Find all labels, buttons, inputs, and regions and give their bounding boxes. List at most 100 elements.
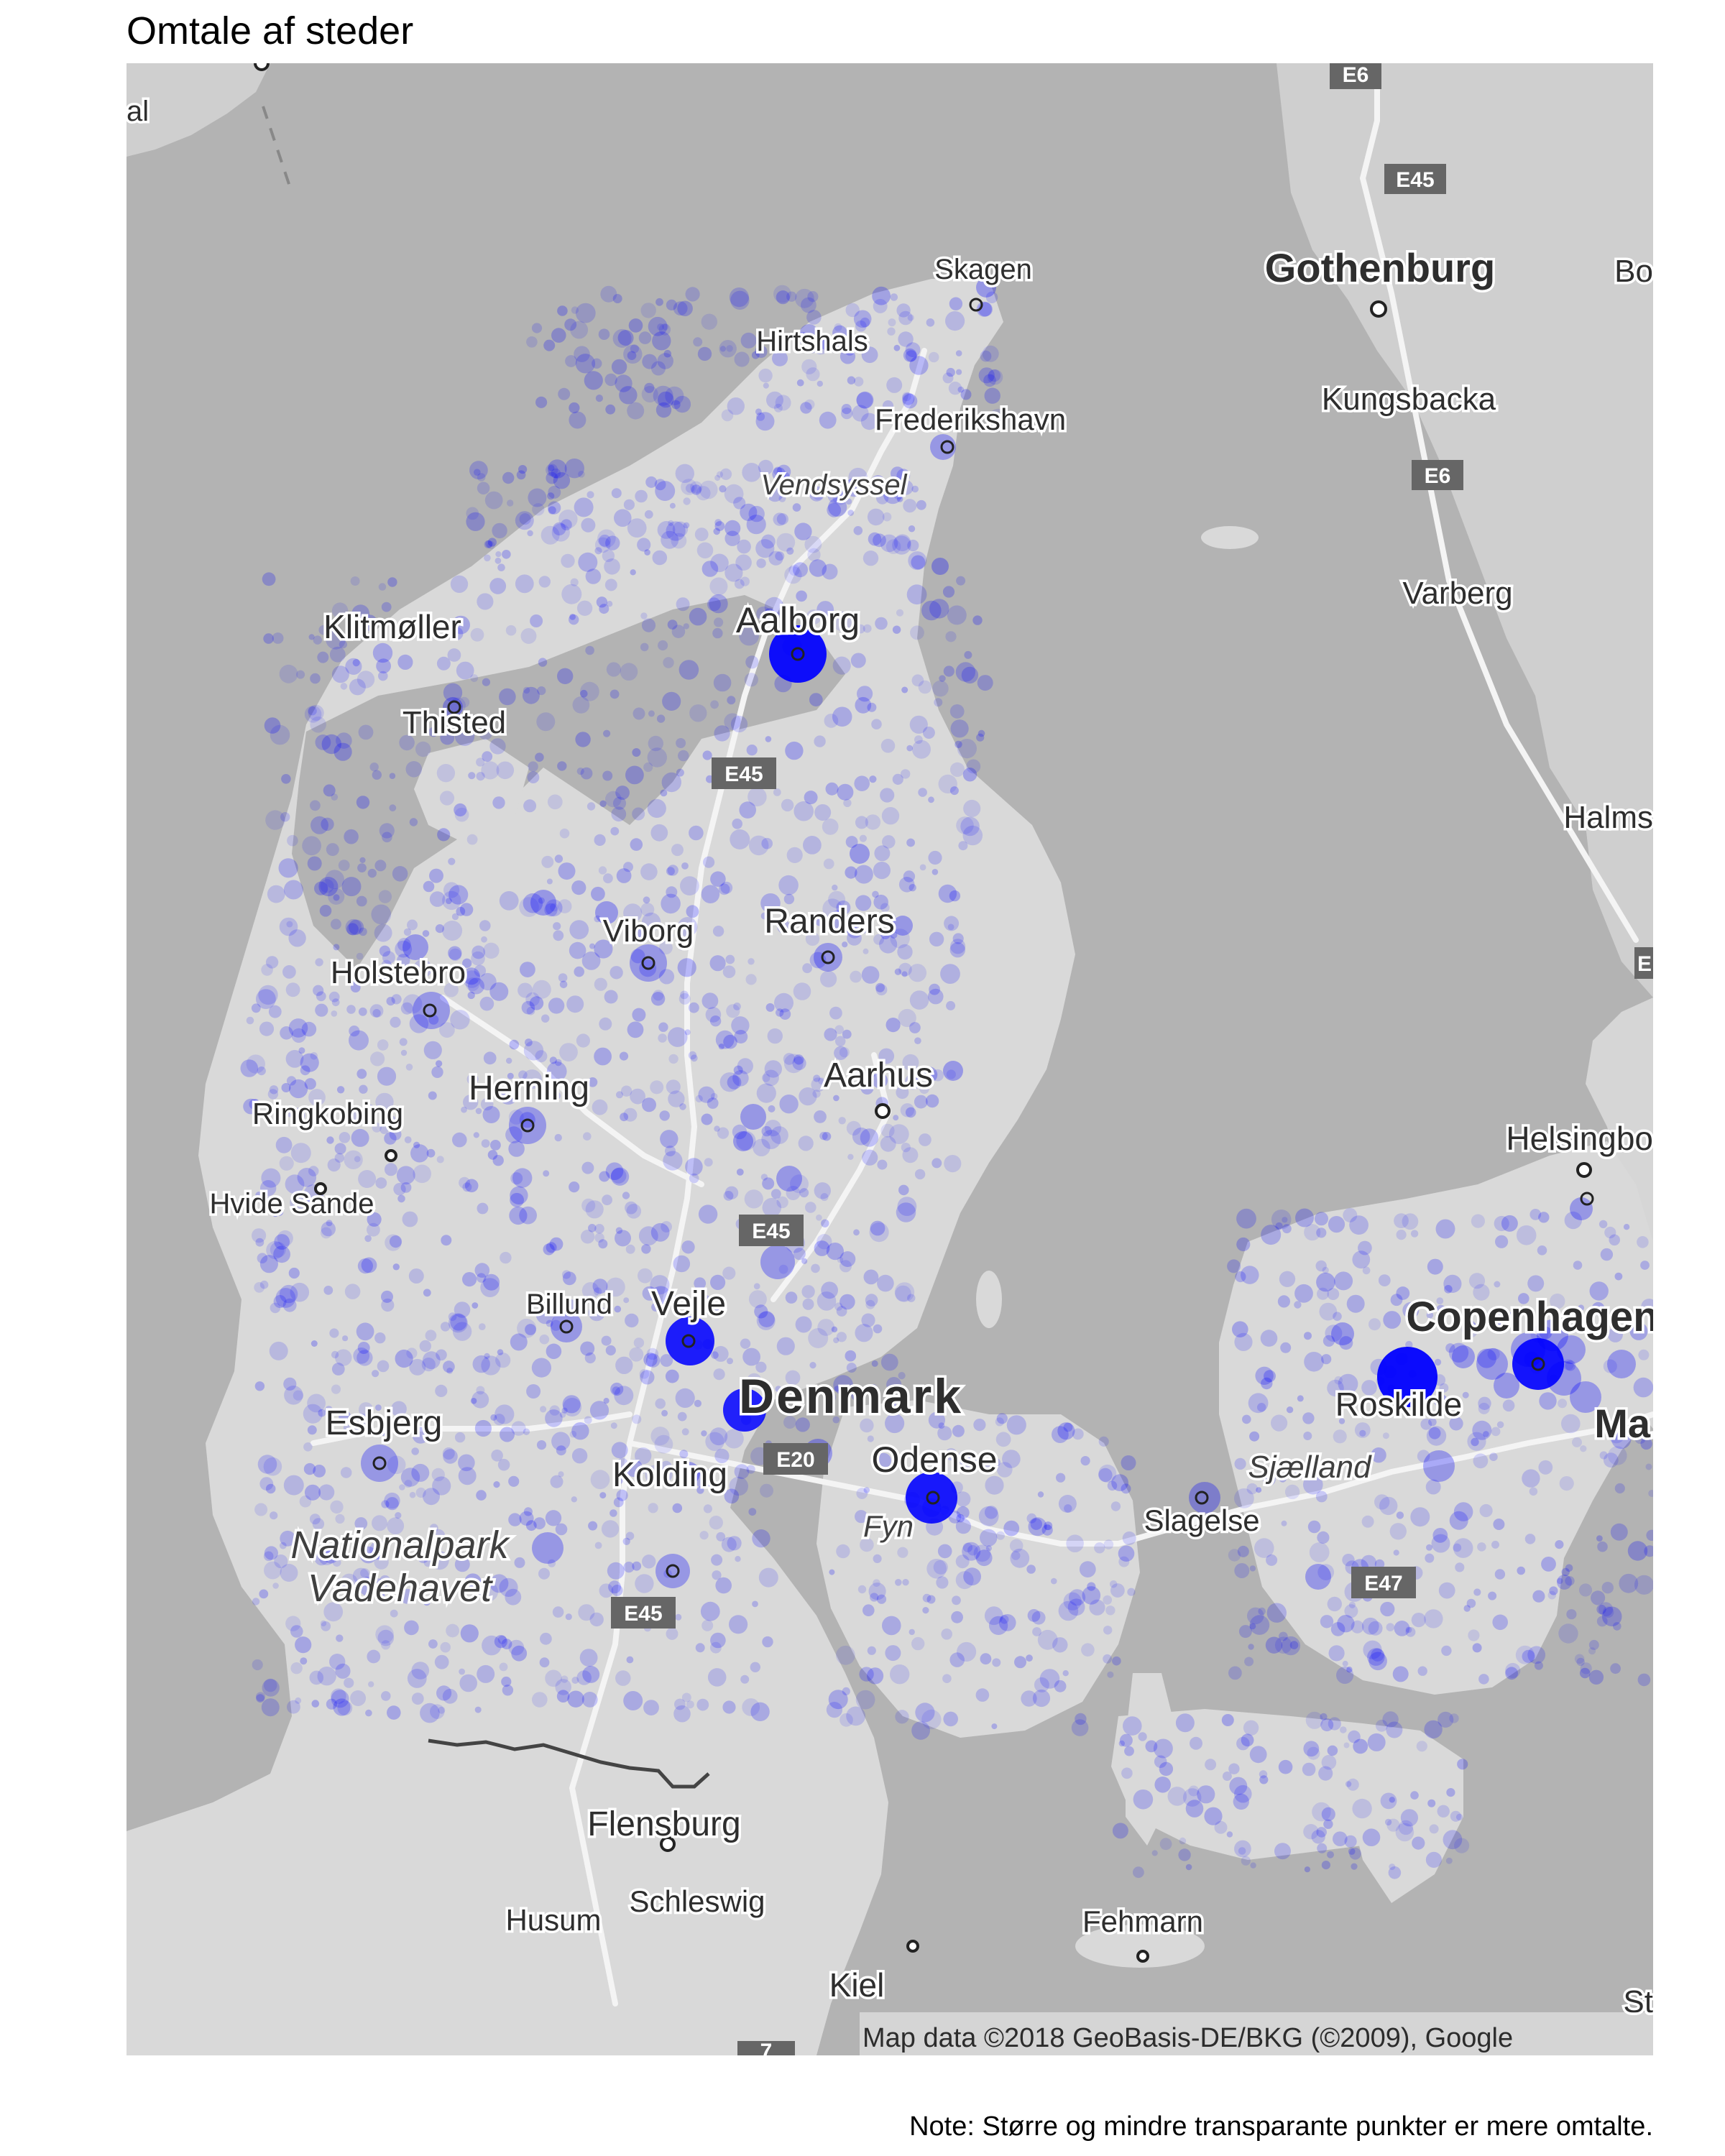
marker-small [409,1014,429,1033]
marker-small [1321,1861,1330,1870]
marker-small [702,1619,714,1631]
marker-small [265,956,279,969]
marker-small [459,903,474,916]
marker-small [658,1468,673,1483]
marker-small [496,761,515,780]
marker-small [1188,1785,1200,1797]
marker-small [774,992,794,1013]
marker-small [1327,1851,1334,1858]
marker-small [1610,1663,1622,1674]
marker-small [860,317,870,328]
marker-small [703,856,715,868]
marker-small [875,617,888,630]
marker-small [567,1690,584,1708]
marker-small [1361,1617,1379,1635]
marker-small [833,1375,853,1395]
marker-small [724,1429,744,1449]
marker-small [748,505,765,522]
marker-small [640,903,655,917]
marker-small [1034,1677,1049,1692]
marker-small [1400,1809,1418,1827]
marker-small [952,1424,965,1437]
marker-small [546,464,558,476]
marker-small [349,1108,363,1122]
marker-small [351,604,370,623]
marker-small [1072,1428,1084,1440]
marker-medium [1607,1350,1636,1378]
marker-small [691,484,702,495]
marker-small [500,1251,512,1264]
map-panel[interactable]: E6 E45 E6 E45 E45 E20 E45 E47 E 7 Skagen… [126,63,1653,2055]
marker-small [357,863,367,872]
marker-small [272,632,284,644]
marker-small [375,1177,387,1189]
marker-small [645,476,658,488]
marker-small [632,748,641,757]
marker-small [290,1662,303,1674]
marker-small [411,1692,424,1705]
marker-small [413,1141,420,1148]
marker-small [508,1639,525,1656]
marker-small [862,1604,875,1616]
marker-small [262,572,276,586]
marker-small [545,1669,562,1687]
marker-small [449,627,464,640]
marker-small [594,1047,612,1066]
marker-small [1495,1235,1509,1248]
marker-small [1328,1645,1345,1662]
marker-small [873,1554,882,1563]
marker-small [589,943,595,949]
marker-small [709,955,726,972]
marker-small [641,386,658,402]
marker-small [1249,1615,1270,1635]
marker-small [505,625,517,636]
marker-small [320,1227,332,1239]
city-ring [926,1491,940,1505]
marker-small [701,1113,713,1125]
marker-small [882,512,892,522]
marker-small [442,1447,455,1460]
marker-small [928,1411,945,1429]
marker-small [955,1571,974,1590]
label-holstebro: Holstebro [331,955,466,990]
marker-small [500,1427,515,1442]
marker-small [742,463,761,482]
marker-small [772,467,786,481]
marker-small [855,696,872,714]
marker-small [548,506,556,515]
marker-small [1344,1604,1358,1618]
marker-small [483,1273,500,1291]
marker-small [740,1338,751,1349]
marker-small [1438,1582,1455,1599]
marker-small [1264,1370,1276,1383]
marker-small [783,1053,796,1065]
marker-small [890,929,910,949]
marker-small [662,691,681,711]
marker-small [402,1211,418,1227]
marker-small [1609,1234,1620,1246]
marker-small [499,1577,518,1597]
marker-small [246,1016,254,1025]
marker-small [644,382,655,393]
marker-small [636,1465,645,1475]
marker-small [400,1588,415,1604]
marker-small [698,1086,715,1103]
marker-small [467,991,475,1000]
marker-small [776,513,788,525]
marker-small [1178,1848,1191,1861]
marker-small [794,801,814,821]
marker-small [826,1702,842,1718]
marker-small [1405,1626,1412,1634]
marker-small [820,338,832,351]
marker-small [798,1135,814,1151]
marker-small [1249,1623,1256,1630]
marker-small [1353,1738,1368,1754]
marker-small [541,1014,550,1023]
marker-small [334,1153,344,1163]
marker-small [984,387,1000,404]
marker-small [1343,1742,1350,1749]
marker-small [282,965,296,979]
marker-small [594,834,606,846]
city-ring [821,950,835,964]
marker-medium [656,1554,690,1588]
